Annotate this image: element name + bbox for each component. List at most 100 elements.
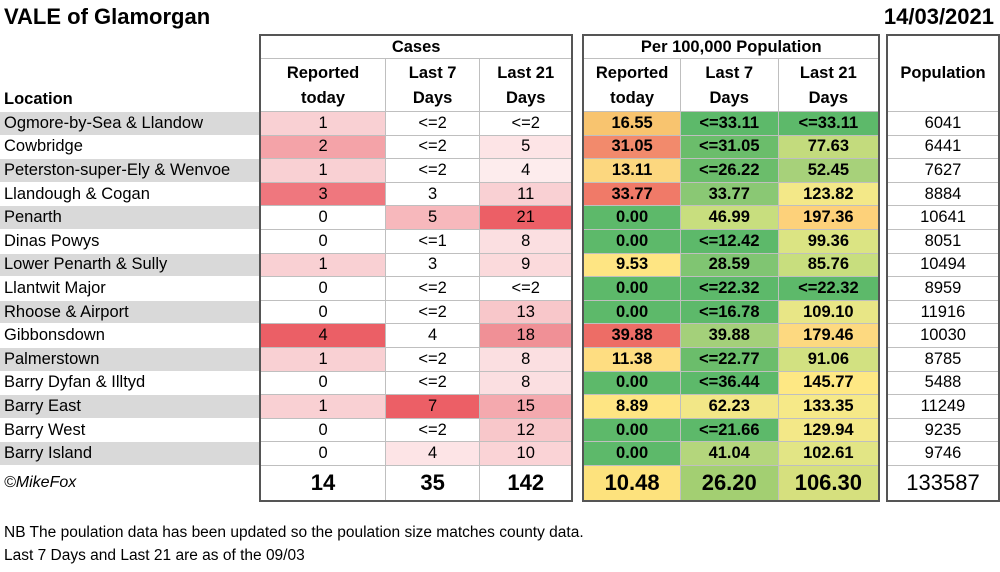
table-row: Llandough & Cogan 3 3 11 33.77 33.77 123.82 888… — [0, 181, 1000, 207]
rate-reported-cell: 13.11 — [582, 158, 681, 183]
table-row: Barry Island 0 4 10 0.00 41.04 102.61 9746 — [0, 441, 1000, 466]
total-rate-last21-cell: 106.30 — [777, 464, 881, 502]
cases-reported-cell: 1 — [258, 111, 387, 136]
cases-reported-cell: 0 — [258, 205, 387, 230]
cases-last7-cell: <=2 — [385, 111, 481, 136]
rate-last7-cell: 46.99 — [679, 205, 779, 230]
rate-reported-cell: 9.53 — [582, 252, 681, 278]
cases-last21-cell: 21 — [479, 205, 574, 230]
cases-last21-cell: 8 — [479, 346, 574, 372]
population-cell: 8959 — [886, 276, 1000, 301]
rate-last7-cell: 62.23 — [679, 394, 779, 419]
cases-last21-cell: <=2 — [479, 276, 574, 301]
rate-last7-cell: <=26.22 — [679, 158, 779, 183]
cases-last21-cell: 18 — [479, 323, 574, 348]
rate-last21-cell: 145.77 — [777, 370, 881, 396]
totals-row: ©MikeFox 14 35 142 10.48 26.20 106.30 133587 — [0, 464, 1000, 502]
location-cell: Llantwit Major — [0, 276, 260, 301]
rate-reported-cell: 0.00 — [582, 276, 681, 301]
population-cell: 8785 — [886, 346, 1000, 372]
cases-reported-cell: 1 — [258, 158, 387, 183]
rate-last21-cell: 77.63 — [777, 134, 881, 160]
group-header-row: Cases Per 100,000 Population Population — [0, 34, 1000, 112]
rate-reported-cell: 8.89 — [582, 394, 681, 419]
table-row: Barry East 1 7 15 8.89 62.23 133.35 11249 — [0, 394, 1000, 419]
credit-label: ©MikeFox — [4, 474, 77, 492]
cases-last7-cell: <=2 — [385, 299, 481, 325]
location-cell: Barry Dyfan & Illtyd — [0, 371, 260, 396]
cases-reported-cell: 0 — [258, 228, 387, 254]
per100k-group-header: Per 100,000 Population — [582, 34, 881, 59]
note-dates: Last 7 Days and Last 21 are as of the 09… — [4, 547, 305, 564]
location-cell: Palmerstown — [0, 347, 260, 372]
cases-last21-cell: 9 — [479, 252, 574, 278]
covid-cases-table: Cases Per 100,000 Population Population … — [0, 34, 1000, 502]
table-row: Llantwit Major 0 <=2 <=2 0.00 <=22.32 <=22.32 8… — [0, 276, 1000, 301]
rate-last21-cell: 91.06 — [777, 346, 881, 372]
table-row: Ogmore-by-Sea & Llandow 1 <=2 <=2 16.55 <=33.… — [0, 111, 1000, 136]
population-cell: 9746 — [886, 441, 1000, 466]
rate-reported-cell: 11.38 — [582, 346, 681, 372]
cases-last7-cell: <=2 — [385, 134, 481, 160]
population-cell: 8051 — [886, 228, 1000, 254]
location-cell: Llandough & Cogan — [0, 182, 260, 207]
cases-group-header: Cases — [258, 34, 574, 59]
rate-reported-cell: 0.00 — [582, 370, 681, 396]
rate-last7-cell: <=31.05 — [679, 134, 779, 160]
rate-last7-cell: 28.59 — [679, 252, 779, 278]
population-header: Population — [886, 34, 1000, 112]
rate-last7-cell: <=12.42 — [679, 228, 779, 254]
rate-last21-cell: 133.35 — [777, 394, 881, 419]
rate-reported-cell: 0.00 — [582, 299, 681, 325]
rate-reported-cell: 0.00 — [582, 205, 681, 230]
cases-last21-cell: 8 — [479, 370, 574, 396]
rate-last21-cell: 123.82 — [777, 181, 881, 207]
location-cell: Barry East — [0, 394, 260, 419]
last7-header: Last 7 Days — [385, 58, 481, 112]
location-cell: Penarth — [0, 205, 260, 230]
rate-last21-header: Last 21 Days — [777, 58, 881, 112]
rate-last7-cell: <=22.77 — [679, 346, 779, 372]
location-cell: Peterston-super-Ely & Wenvoe — [0, 158, 260, 183]
population-cell: 10494 — [886, 252, 1000, 278]
rate-last21-cell: <=33.11 — [777, 111, 881, 136]
page-title: VALE of Glamorgan — [4, 4, 211, 29]
location-cell: Barry Island — [0, 441, 260, 466]
location-cell: Gibbonsdown — [0, 323, 260, 348]
total-rate-reported-cell: 10.48 — [582, 464, 681, 502]
cases-reported-cell: 3 — [258, 181, 387, 207]
location-cell: Cowbridge — [0, 135, 260, 160]
rate-last21-cell: 179.46 — [777, 323, 881, 348]
cases-last7-cell: 5 — [385, 205, 481, 230]
location-cell: Barry West — [0, 418, 260, 443]
population-cell: 11249 — [886, 394, 1000, 419]
population-cell: 10641 — [886, 205, 1000, 230]
rate-last21-cell: <=22.32 — [777, 276, 881, 301]
cases-last7-cell: <=1 — [385, 228, 481, 254]
population-cell: 6441 — [886, 134, 1000, 160]
cases-last7-cell: 4 — [385, 323, 481, 348]
population-cell: 10030 — [886, 323, 1000, 348]
location-cell: Dinas Powys — [0, 229, 260, 254]
rate-last21-cell: 109.10 — [777, 299, 881, 325]
location-cell: Rhoose & Airport — [0, 300, 260, 325]
cases-last21-cell: 11 — [479, 181, 574, 207]
location-cell: Lower Penarth & Sully — [0, 253, 260, 278]
table-row: Penarth 0 5 21 0.00 46.99 197.36 10641 — [0, 205, 1000, 230]
population-cell: 7627 — [886, 158, 1000, 183]
cases-last21-cell: 15 — [479, 394, 574, 419]
rate-last21-cell: 52.45 — [777, 158, 881, 183]
cases-reported-cell: 0 — [258, 370, 387, 396]
rate-reported-header: Reported today — [582, 58, 681, 112]
population-cell: 8884 — [886, 181, 1000, 207]
table-row: Cowbridge 2 <=2 5 31.05 <=31.05 77.63 6441 — [0, 134, 1000, 160]
rate-reported-cell: 0.00 — [582, 228, 681, 254]
cases-last7-cell: <=2 — [385, 370, 481, 396]
total-rate-last7-cell: 26.20 — [679, 464, 779, 502]
cases-reported-cell: 1 — [258, 394, 387, 419]
rate-last7-cell: 33.77 — [679, 181, 779, 207]
rate-reported-cell: 33.77 — [582, 181, 681, 207]
cases-reported-cell: 2 — [258, 134, 387, 160]
table-row: Gibbonsdown 4 4 18 39.88 39.88 179.46 10030 — [0, 323, 1000, 348]
cases-last21-cell: 4 — [479, 158, 574, 183]
